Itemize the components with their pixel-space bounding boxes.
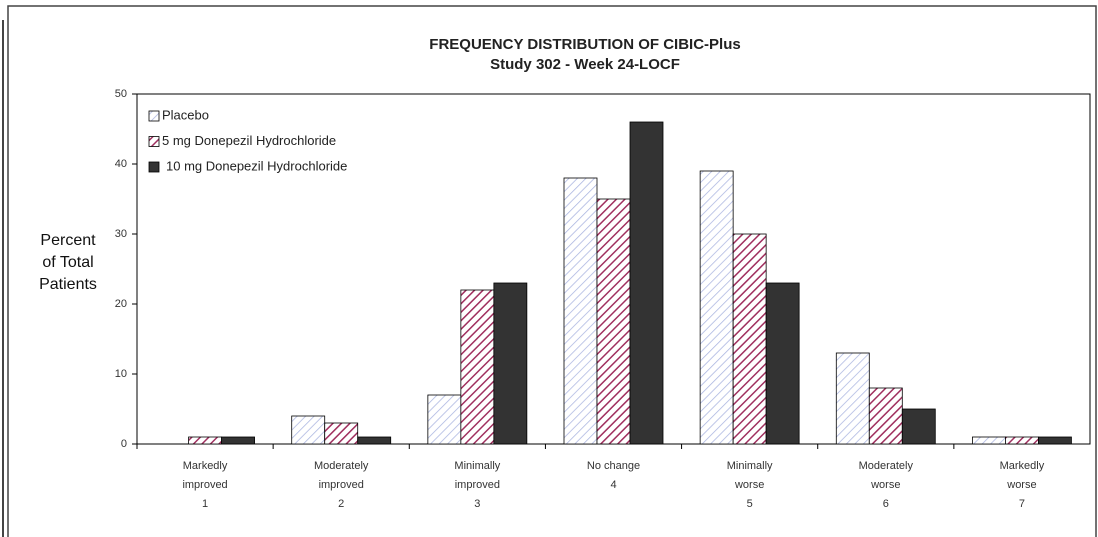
- bar: [732, 233, 767, 445]
- bar: [563, 177, 598, 445]
- y-tick-label: 20: [115, 298, 127, 310]
- x-tick-label: Minimally: [727, 460, 773, 472]
- bar: [629, 121, 664, 445]
- bar: [699, 170, 734, 445]
- x-tick-label: 1: [202, 498, 208, 510]
- x-tick-label: 4: [610, 479, 616, 491]
- y-tick-label: 40: [115, 158, 127, 170]
- x-tick-label: Moderately: [314, 460, 369, 472]
- y-axis-label: of Total: [42, 254, 93, 271]
- bar: [1005, 436, 1039, 445]
- bar: [1038, 436, 1072, 445]
- x-tick-label: 7: [1019, 498, 1025, 510]
- x-tick-label: 5: [747, 498, 753, 510]
- x-tick-label: 6: [883, 498, 889, 510]
- legend-swatch: [148, 161, 160, 173]
- x-tick-label: worse: [870, 479, 900, 491]
- bar: [357, 436, 392, 445]
- legend-swatch: [148, 110, 160, 122]
- x-tick-label: No change: [587, 460, 640, 472]
- x-tick-label: worse: [1006, 479, 1036, 491]
- y-axis-label: Patients: [39, 276, 97, 293]
- x-tick-label: improved: [455, 479, 500, 491]
- bar: [493, 282, 528, 445]
- bar: [765, 282, 800, 445]
- y-tick-label: 10: [115, 368, 127, 380]
- x-tick-label: 2: [338, 498, 344, 510]
- y-tick-label: 50: [115, 88, 127, 100]
- bar: [901, 408, 936, 445]
- bar: [596, 198, 631, 445]
- legend-label: 5 mg Donepezil Hydrochloride: [162, 133, 336, 148]
- x-tick-label: improved: [182, 479, 227, 491]
- bar: [835, 352, 870, 445]
- x-tick-label: Markedly: [183, 460, 228, 472]
- bar: [460, 289, 495, 445]
- legend-label: 10 mg Donepezil Hydrochloride: [166, 158, 347, 173]
- x-tick-label: worse: [734, 479, 764, 491]
- chart-title: FREQUENCY DISTRIBUTION OF CIBIC-Plus: [429, 36, 740, 53]
- y-tick-label: 30: [115, 228, 127, 240]
- bar: [221, 436, 255, 445]
- x-tick-label: Moderately: [859, 460, 914, 472]
- bar: [324, 422, 359, 445]
- x-tick-label: 3: [474, 498, 480, 510]
- legend-swatch: [148, 136, 160, 147]
- frame: [7, 5, 1097, 537]
- bar: [427, 394, 462, 445]
- bar: [868, 387, 903, 445]
- y-tick-label: 0: [121, 438, 127, 450]
- bar: [972, 436, 1006, 445]
- bar: [188, 436, 222, 445]
- y-axis-label: Percent: [40, 232, 96, 249]
- chart-subtitle: Study 302 - Week 24-LOCF: [490, 56, 680, 73]
- bar: [291, 415, 326, 445]
- x-tick-label: Minimally: [454, 460, 500, 472]
- x-tick-label: Markedly: [1000, 460, 1045, 472]
- x-tick-label: improved: [319, 479, 364, 491]
- legend-label: Placebo: [162, 107, 209, 122]
